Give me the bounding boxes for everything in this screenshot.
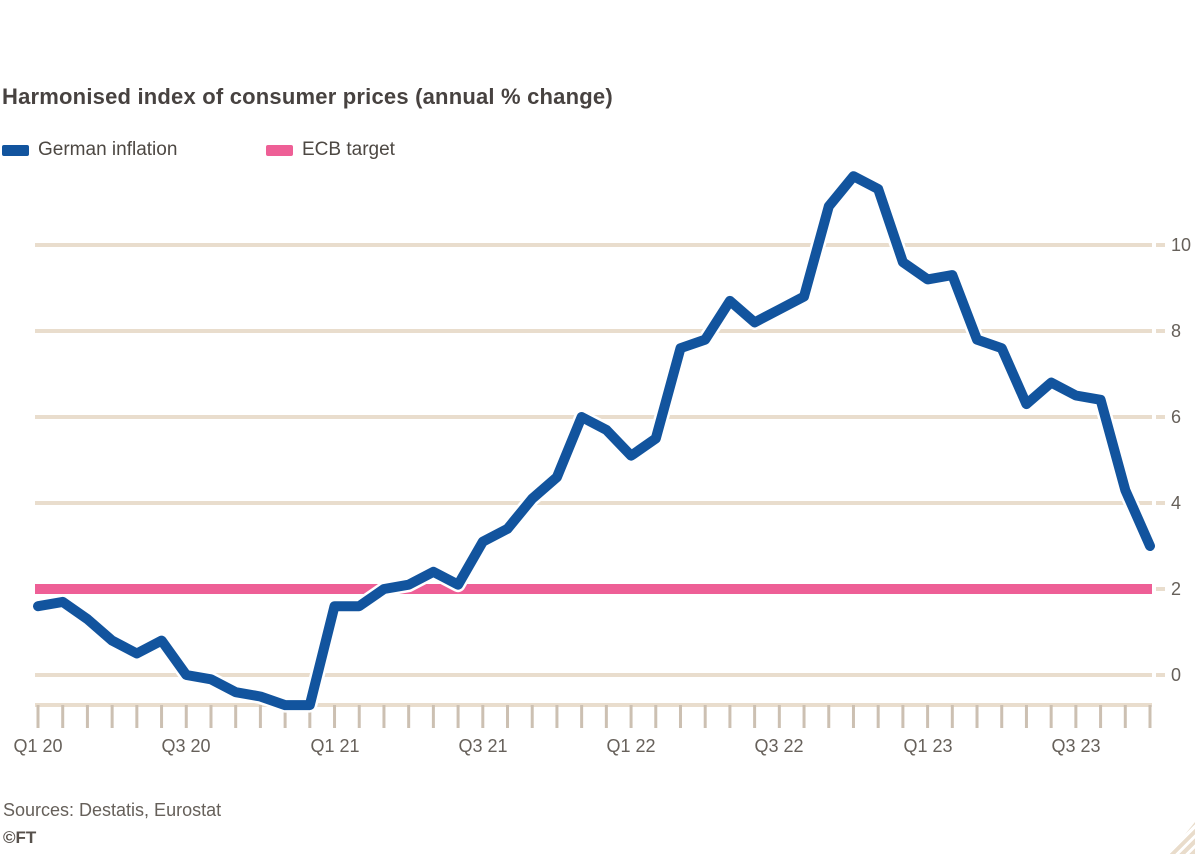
y-axis-label: 6 (1171, 407, 1182, 427)
x-axis-label: Q3 23 (1051, 736, 1101, 756)
x-tick (209, 705, 213, 728)
ecb-target-line (35, 584, 1152, 594)
x-tick (1000, 705, 1004, 728)
x-axis-label: Q3 21 (458, 736, 508, 756)
x-tick (1148, 705, 1152, 728)
x-tick (234, 705, 238, 728)
y-axis-label: 4 (1171, 493, 1182, 513)
y-tick (1156, 415, 1165, 419)
y-axis-label: 8 (1171, 321, 1182, 341)
x-tick (728, 705, 732, 728)
x-tick (110, 705, 114, 728)
x-axis-label: Q1 20 (13, 736, 63, 756)
x-tick (802, 705, 806, 728)
x-tick (580, 705, 584, 728)
german-inflation-line (33, 171, 1155, 711)
x-tick (506, 705, 510, 728)
german-inflation-swatch-icon (2, 144, 29, 156)
x-tick (851, 705, 855, 728)
x-tick (85, 705, 89, 728)
x-tick (431, 705, 435, 728)
source-note: Sources: Destatis, Eurostat (3, 800, 222, 820)
x-tick (703, 705, 707, 728)
x-tick (975, 705, 979, 728)
x-axis-label: Q1 22 (606, 736, 656, 756)
legend-item-german-inflation: German inflation (2, 139, 177, 161)
x-tick (678, 705, 682, 728)
x-tick (382, 705, 386, 728)
y-axis-label: 0 (1171, 665, 1182, 685)
x-tick (1024, 705, 1028, 728)
legend: German inflation ECB target (0, 139, 1200, 163)
x-tick (184, 705, 188, 728)
x-tick (654, 705, 658, 728)
x-tick (357, 705, 361, 728)
x-tick (407, 705, 411, 728)
x-tick (827, 705, 831, 728)
x-tick (555, 705, 559, 728)
ft-logo: ©FT (3, 828, 37, 847)
y-tick (1156, 329, 1165, 333)
x-tick (950, 705, 954, 728)
gridline (35, 673, 1152, 677)
y-tick (1156, 501, 1165, 505)
x-tick (1074, 705, 1078, 728)
x-tick (258, 705, 262, 728)
x-tick (481, 705, 485, 728)
x-tick (308, 705, 312, 728)
x-axis-label: Q1 23 (903, 736, 953, 756)
gridline (35, 243, 1152, 247)
x-tick (753, 705, 757, 728)
legend-item-ecb-target: ECB target (266, 139, 395, 161)
x-tick (1099, 705, 1103, 728)
x-tick (901, 705, 905, 728)
german-inflation-line-casing (30, 168, 1158, 713)
legend-label-ecb-target: ECB target (302, 139, 395, 160)
x-tick (456, 705, 460, 728)
x-tick (777, 705, 781, 728)
x-axis-label: Q1 21 (310, 736, 360, 756)
x-tick (36, 705, 40, 728)
y-axis-label: 10 (1171, 235, 1192, 255)
y-tick (1156, 673, 1165, 677)
x-tick (629, 705, 633, 728)
legend-label-german-inflation: German inflation (38, 139, 178, 160)
x-tick (1049, 705, 1053, 728)
gridline (35, 501, 1152, 505)
y-axis-label: 2 (1171, 579, 1182, 599)
x-axis-label: Q3 22 (754, 736, 804, 756)
x-tick (283, 705, 287, 728)
x-tick (926, 705, 930, 728)
x-tick (876, 705, 880, 728)
y-tick (1156, 243, 1165, 247)
x-tick (333, 705, 337, 728)
x-tick (604, 705, 608, 728)
x-tick (1123, 705, 1127, 728)
x-axis-label: Q3 20 (161, 736, 211, 756)
y-tick (1156, 587, 1165, 591)
x-tick (61, 705, 65, 728)
gridline (35, 329, 1152, 333)
x-tick (135, 705, 139, 728)
x-tick (160, 705, 164, 728)
ecb-target-swatch-icon (266, 144, 293, 156)
chart-title: Harmonised index of consumer prices (ann… (2, 84, 613, 109)
x-axis-line (35, 703, 1152, 707)
x-tick (530, 705, 534, 728)
